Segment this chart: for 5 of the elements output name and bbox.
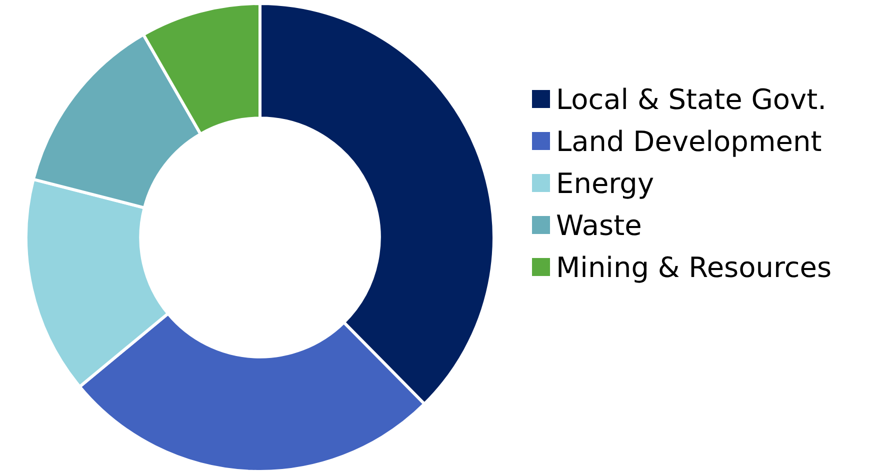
legend-label: Energy <box>556 166 654 200</box>
legend-label: Land Development <box>556 124 822 158</box>
legend-label: Local & State Govt. <box>556 82 826 116</box>
legend-label: Mining & Resources <box>556 250 832 284</box>
legend-label: Waste <box>556 208 642 242</box>
